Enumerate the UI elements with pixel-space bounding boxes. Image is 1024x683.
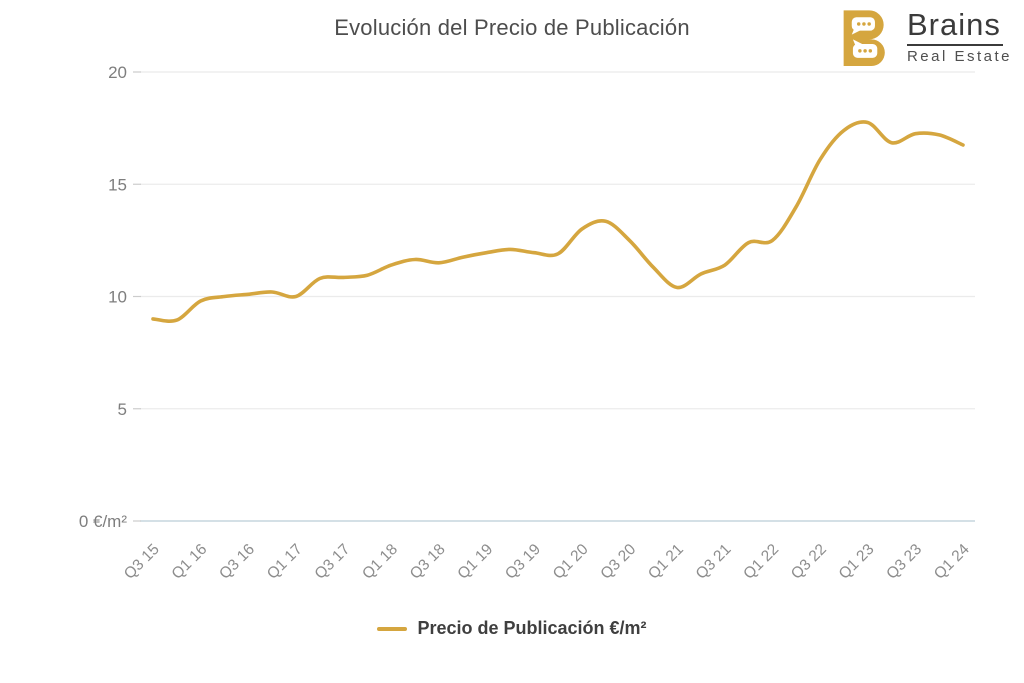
speech-bubble-bottom <box>852 39 878 58</box>
x-axis-label: Q1 22 <box>740 541 782 583</box>
x-axis-label: Q1 16 <box>169 541 211 583</box>
brains-b-icon <box>843 10 885 66</box>
x-axis-label: Q3 19 <box>502 541 544 583</box>
y-axis-label: 20 <box>108 63 127 82</box>
x-axis-label: Q3 22 <box>788 541 830 583</box>
x-axis-label: Q3 21 <box>693 541 735 583</box>
y-axis-label: 5 <box>118 400 127 419</box>
legend-label: Precio de Publicación €/m² <box>417 618 647 638</box>
y-axis-label: 10 <box>108 288 127 307</box>
chart-title: Evolución del Precio de Publicación <box>334 15 690 40</box>
speech-bubble-top <box>851 17 875 35</box>
x-axis-label: Q3 20 <box>597 541 639 583</box>
x-axis-label: Q1 19 <box>454 541 496 583</box>
x-axis-label: Q3 18 <box>407 541 449 583</box>
x-axis-label: Q3 17 <box>312 541 354 583</box>
x-axis-label: Q3 16 <box>216 541 258 583</box>
y-axis-label: 15 <box>108 175 127 194</box>
x-axis-label: Q1 23 <box>836 541 878 583</box>
price-line-series <box>151 120 965 324</box>
x-axis-label: Q1 24 <box>931 541 973 583</box>
x-axis-label: Q3 23 <box>883 541 925 583</box>
brand-subtitle: Real Estate <box>906 47 1012 65</box>
brand-name: Brains <box>906 9 1003 46</box>
x-axis-label: Q1 21 <box>645 541 687 583</box>
x-axis-label: Q3 15 <box>121 541 163 583</box>
legend-item[interactable]: Precio de Publicación €/m² <box>0 618 1024 639</box>
x-axis-label: Q1 17 <box>264 541 306 583</box>
y-axis-label: 0 €/m² <box>79 512 128 531</box>
legend-line-swatch <box>377 626 408 631</box>
x-axis-label: Q1 20 <box>550 541 592 583</box>
brand-logo: Brains Real Estate <box>839 8 1012 66</box>
x-axis-label: Q1 18 <box>359 541 401 583</box>
